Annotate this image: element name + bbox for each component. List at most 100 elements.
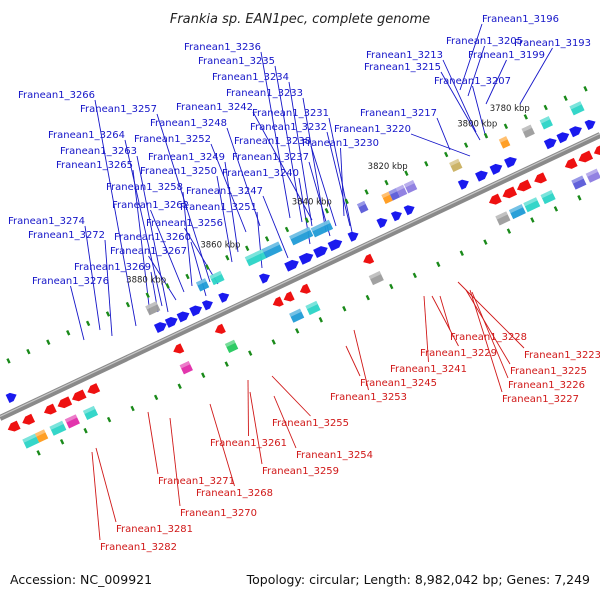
rna-feature-mark <box>130 405 135 412</box>
cog-gene-box <box>388 188 401 201</box>
leader-line <box>353 329 369 391</box>
reverse-gene-arrow <box>593 144 600 156</box>
leader-line <box>345 345 361 377</box>
leader-line <box>104 239 113 337</box>
rna-feature-mark <box>6 358 11 364</box>
gene-label: Franean1_3217 <box>360 108 437 119</box>
leader-line <box>340 147 345 217</box>
forward-gene-arrow <box>475 170 488 182</box>
gene-label: Franean1_3241 <box>390 364 467 375</box>
gene-label: Franean1_3207 <box>434 76 511 87</box>
forward-gene-arrow <box>189 305 203 317</box>
gene-label: Franean1_3238 <box>234 136 311 147</box>
forward-gene-arrow <box>201 300 213 311</box>
cog-gene-box <box>381 191 393 205</box>
gene-label: Franean1_3248 <box>150 118 227 129</box>
gene-label: Franean1_3268 <box>196 488 273 499</box>
leader-line <box>288 81 313 227</box>
gene-label: Franean1_3242 <box>176 102 253 113</box>
leader-line <box>471 291 509 379</box>
rna-feature-mark <box>245 245 250 252</box>
rna-feature-mark <box>177 383 182 390</box>
leader-line <box>249 391 263 465</box>
cog-gene-box <box>49 420 67 436</box>
backbone-line <box>0 132 600 421</box>
cog-gene-box <box>539 116 553 130</box>
leader-line <box>442 59 477 133</box>
leader-line <box>485 59 507 105</box>
cog-gene-box <box>289 226 314 246</box>
leader-line <box>469 289 503 393</box>
cog-gene-box <box>569 101 585 116</box>
gene-label: Franean1_3237 <box>232 152 309 163</box>
cog-gene-box <box>540 190 556 205</box>
gene-label: Franean1_3240 <box>222 168 299 179</box>
rna-feature-mark <box>563 95 568 101</box>
gene-label: Franean1_3196 <box>482 14 559 25</box>
cog-gene-box <box>179 361 193 375</box>
cog-gene-box <box>195 278 210 292</box>
cog-gene-box <box>368 271 384 286</box>
gene-label: Franean1_3274 <box>8 216 85 227</box>
leader-line <box>459 23 483 91</box>
rna-feature-mark <box>389 283 394 290</box>
leader-line <box>182 191 193 287</box>
gene-label: Franean1_3270 <box>180 508 257 519</box>
rna-feature-mark <box>125 301 131 308</box>
leader-line <box>271 375 311 417</box>
reverse-gene-arrow <box>71 389 87 402</box>
leader-line <box>440 71 481 141</box>
cog-gene-box <box>498 136 511 149</box>
cog-gene-box <box>356 200 369 214</box>
rna-feature-mark <box>225 254 230 261</box>
gene-label: Franean1_3264 <box>48 130 125 141</box>
cog-gene-box <box>64 414 80 429</box>
rna-feature-mark <box>165 283 170 289</box>
gene-label: Franean1_3271 <box>158 476 235 487</box>
position-tick-label: 3780 kbp <box>490 104 530 114</box>
rna-feature-mark <box>324 208 329 214</box>
gene-label: Franean1_3245 <box>360 378 437 389</box>
leader-line <box>326 131 351 227</box>
leader-line <box>94 99 137 327</box>
leader-line <box>274 65 303 223</box>
leader-line <box>95 447 117 523</box>
cog-gene-box <box>145 301 161 316</box>
rna-feature-mark <box>412 272 417 279</box>
forward-gene-arrow <box>258 273 270 284</box>
accession-text: Accession: NC_009921 <box>10 572 153 587</box>
cog-gene-box <box>523 197 541 213</box>
gene-label: Franean1_3199 <box>468 50 545 61</box>
cog-gene-box <box>34 429 49 443</box>
leader-line <box>132 169 151 315</box>
reverse-gene-arrow <box>7 420 21 432</box>
rna-feature-mark <box>85 320 91 327</box>
leader-line <box>410 133 471 157</box>
rna-feature-mark <box>483 239 488 245</box>
cog-gene-box <box>449 158 463 173</box>
forward-gene-arrow <box>298 252 314 265</box>
rna-feature-mark <box>436 261 441 268</box>
reverse-gene-arrow <box>299 283 311 294</box>
reverse-gene-arrow <box>57 396 73 409</box>
cog-gene-box <box>585 168 600 183</box>
position-tick-label: 3840 kbp <box>292 198 332 208</box>
rna-feature-mark <box>224 361 229 367</box>
leader-line <box>519 47 553 105</box>
gene-labels: Franean1_3196Franean1_3193Franean1_3205F… <box>8 14 600 553</box>
label-leader-lines <box>70 23 553 541</box>
cog-gene-box <box>289 308 305 323</box>
leader-line <box>226 127 261 227</box>
leader-line <box>156 113 211 283</box>
rna-feature-mark <box>145 292 150 298</box>
position-tick-label: 3800 kbp <box>457 120 497 130</box>
gene-label: Franean1_3262 <box>112 200 189 211</box>
topology-text: Topology: circular; Length: 8,982,042 bp… <box>246 572 590 587</box>
gene-label: Franean1_3260 <box>114 232 191 243</box>
rna-feature-mark <box>365 294 370 301</box>
reverse-gene-arrow <box>578 150 594 163</box>
gene-label: Franean1_3231 <box>252 108 329 119</box>
reverse-gene-arrow <box>502 186 518 199</box>
gene-label: Franean1_3254 <box>296 450 373 461</box>
